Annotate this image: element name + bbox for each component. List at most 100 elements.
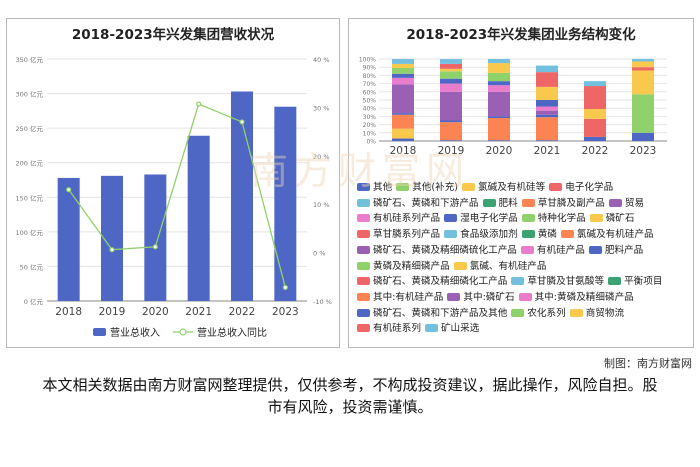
x-tick-label: 2020: [142, 306, 169, 318]
y-tick-label: 50%: [363, 98, 377, 105]
legend-swatch: [357, 198, 370, 207]
stacked-segment: [392, 84, 414, 114]
stacked-segment: [632, 94, 654, 133]
legend-item: 商贸物流: [569, 306, 625, 322]
legend-swatch: [518, 292, 532, 301]
legend-item: 肥料产品: [588, 243, 643, 259]
disclaimer-text: 本文相关数据由南方财富网整理提供，仅供参考，不构成投资建议，据此操作，风险自担。…: [42, 376, 658, 416]
yoy-growth-point: [282, 284, 288, 291]
revenue-chart-title: 2018-2023年兴发集团营收状况: [71, 27, 275, 43]
legend-item: 草甘膦及甘氨酸等: [511, 274, 604, 290]
stacked-segment: [392, 68, 414, 74]
legend-item: 磷矿石、黄磷和下游产品及其他: [357, 306, 507, 322]
revenue-bar: [144, 174, 167, 301]
left-axis-tick-label: 100 亿元: [16, 228, 44, 237]
legend-item: 特种化学品: [521, 211, 586, 227]
legend-swatch: [444, 230, 458, 239]
legend-label: 农化系列: [527, 307, 566, 319]
legend-swatch: [569, 308, 583, 317]
stacked-segment: [584, 136, 606, 141]
legend-label: 湿电子化学品: [460, 213, 518, 225]
legend-label: 商贸物流: [585, 307, 625, 319]
legend-swatch: [357, 292, 370, 301]
legend-swatch: [453, 261, 467, 270]
left-axis-tick-label: 350 亿元: [16, 55, 44, 64]
legend-label: 有机硅系列产品: [373, 213, 441, 225]
y-tick-label: 60%: [363, 89, 377, 96]
x-tick-label: 2022: [229, 306, 256, 318]
stacked-segment: [488, 72, 510, 82]
stacked-segment: [392, 128, 414, 139]
stacked-segment: [440, 78, 462, 84]
legend-swatch: [357, 324, 370, 333]
stacked-segment: [440, 122, 462, 141]
yoy-growth-line: [68, 103, 286, 288]
stacked-segment: [632, 70, 654, 95]
legend-swatch: [462, 183, 476, 191]
revenue-bar: [274, 106, 297, 301]
stacked-segment: [632, 132, 654, 141]
stacked-segment: [392, 63, 414, 69]
legend-swatch-revenue: [93, 328, 106, 336]
legend-label: 黄磷: [537, 229, 557, 241]
legend-label: 草甘膦及副产品: [537, 197, 605, 209]
revenue-chart-panel: 2018-2023年兴发集团营收状况 0 亿元 50 亿元 100 亿元 150 亿元…: [6, 18, 340, 348]
legend-item: 食品级添加剂: [444, 227, 518, 243]
legend-item: 磷矿石、黄磷及精细磷化工产品: [357, 274, 507, 290]
right-axis-tick-label: 30 %: [313, 104, 330, 112]
y-tick-label: 70%: [363, 81, 377, 88]
legend-item: 有机硅系列产品: [357, 211, 440, 227]
left-axis-tick-label: 250 亿元: [16, 124, 44, 133]
legend-swatch: [357, 261, 370, 270]
legend-item: 农化系列: [511, 306, 566, 322]
legend-label-yoy: 营业总收入同比: [197, 326, 267, 339]
right-axis-tick-label: 0 %: [313, 250, 325, 258]
revenue-bar: [101, 175, 123, 301]
yoy-growth-point: [196, 101, 202, 107]
x-tick-label: 2020: [486, 145, 513, 157]
legend-item: 其他: [357, 180, 392, 196]
legend-swatch: [521, 230, 535, 239]
legend-swatch: [357, 214, 370, 223]
legend-label: 氯碱及有机硅产品: [576, 229, 654, 241]
legend-swatch: [357, 245, 370, 254]
stacked-segment: [536, 110, 558, 115]
yoy-growth-point: [239, 119, 245, 125]
legend-item: 氯碱、有机硅产品: [453, 259, 547, 275]
legend-label: 黄磷及精细磷产品: [373, 260, 450, 272]
x-tick-label: 2023: [272, 306, 299, 318]
stacked-segment: [440, 71, 462, 79]
legend-item: 贸易: [608, 196, 644, 212]
legend-item: 氯碱及有机硅产品: [560, 227, 654, 243]
legend-swatch: [521, 214, 535, 223]
legend-label: 其中:磷矿石: [463, 291, 515, 303]
legend-label: 草甘膦及甘氨酸等: [527, 276, 605, 288]
legend-item: 磷矿石、黄磷和下游产品: [357, 196, 479, 212]
legend-label: 其中:有机硅产品: [373, 291, 444, 303]
legend-label: 磷矿石、黄磷及精细磷硫化工产品: [373, 244, 517, 256]
stacked-segment: [392, 59, 414, 64]
stacked-segment: [488, 63, 510, 73]
stacked-segment: [488, 91, 510, 117]
revenue-chart-svg: 0 亿元 50 亿元 100 亿元 150 亿元 200 亿元 250 亿元 300 亿元 3…: [16, 55, 332, 339]
legend-label: 草甘膦系列产品: [373, 229, 441, 241]
stacked-segment: [440, 59, 462, 64]
left-axis-tick-label: 300 亿元: [16, 90, 44, 99]
y-tick-label: 80%: [363, 73, 377, 80]
legend-item: 其中:黄磷及精细磷产品: [518, 290, 634, 306]
stacked-segment: [488, 116, 510, 119]
legend-label: 平衡项目: [624, 276, 663, 288]
stacked-segment: [440, 83, 462, 92]
legend-label: 氯碱、有机硅产品: [469, 260, 547, 272]
legend-swatch: [588, 245, 602, 254]
right-axis-tick-label: 20 %: [313, 153, 330, 161]
stacked-segment: [440, 91, 462, 121]
chart-credit: 制图：南方财富网: [604, 357, 692, 370]
stacked-segment: [536, 114, 558, 118]
x-tick-label: 2018: [55, 306, 82, 318]
legend-item: 有机硅产品: [520, 243, 585, 259]
x-tick-label: 2023: [630, 145, 657, 157]
legend-label: 磷矿石、黄磷和下游产品: [373, 197, 479, 209]
left-axis-tick-label: 200 亿元: [16, 159, 44, 168]
structure-chart-svg: 0% 10%20%30%40%50% 60%70%80%90%100% 2018 201…: [359, 57, 667, 157]
